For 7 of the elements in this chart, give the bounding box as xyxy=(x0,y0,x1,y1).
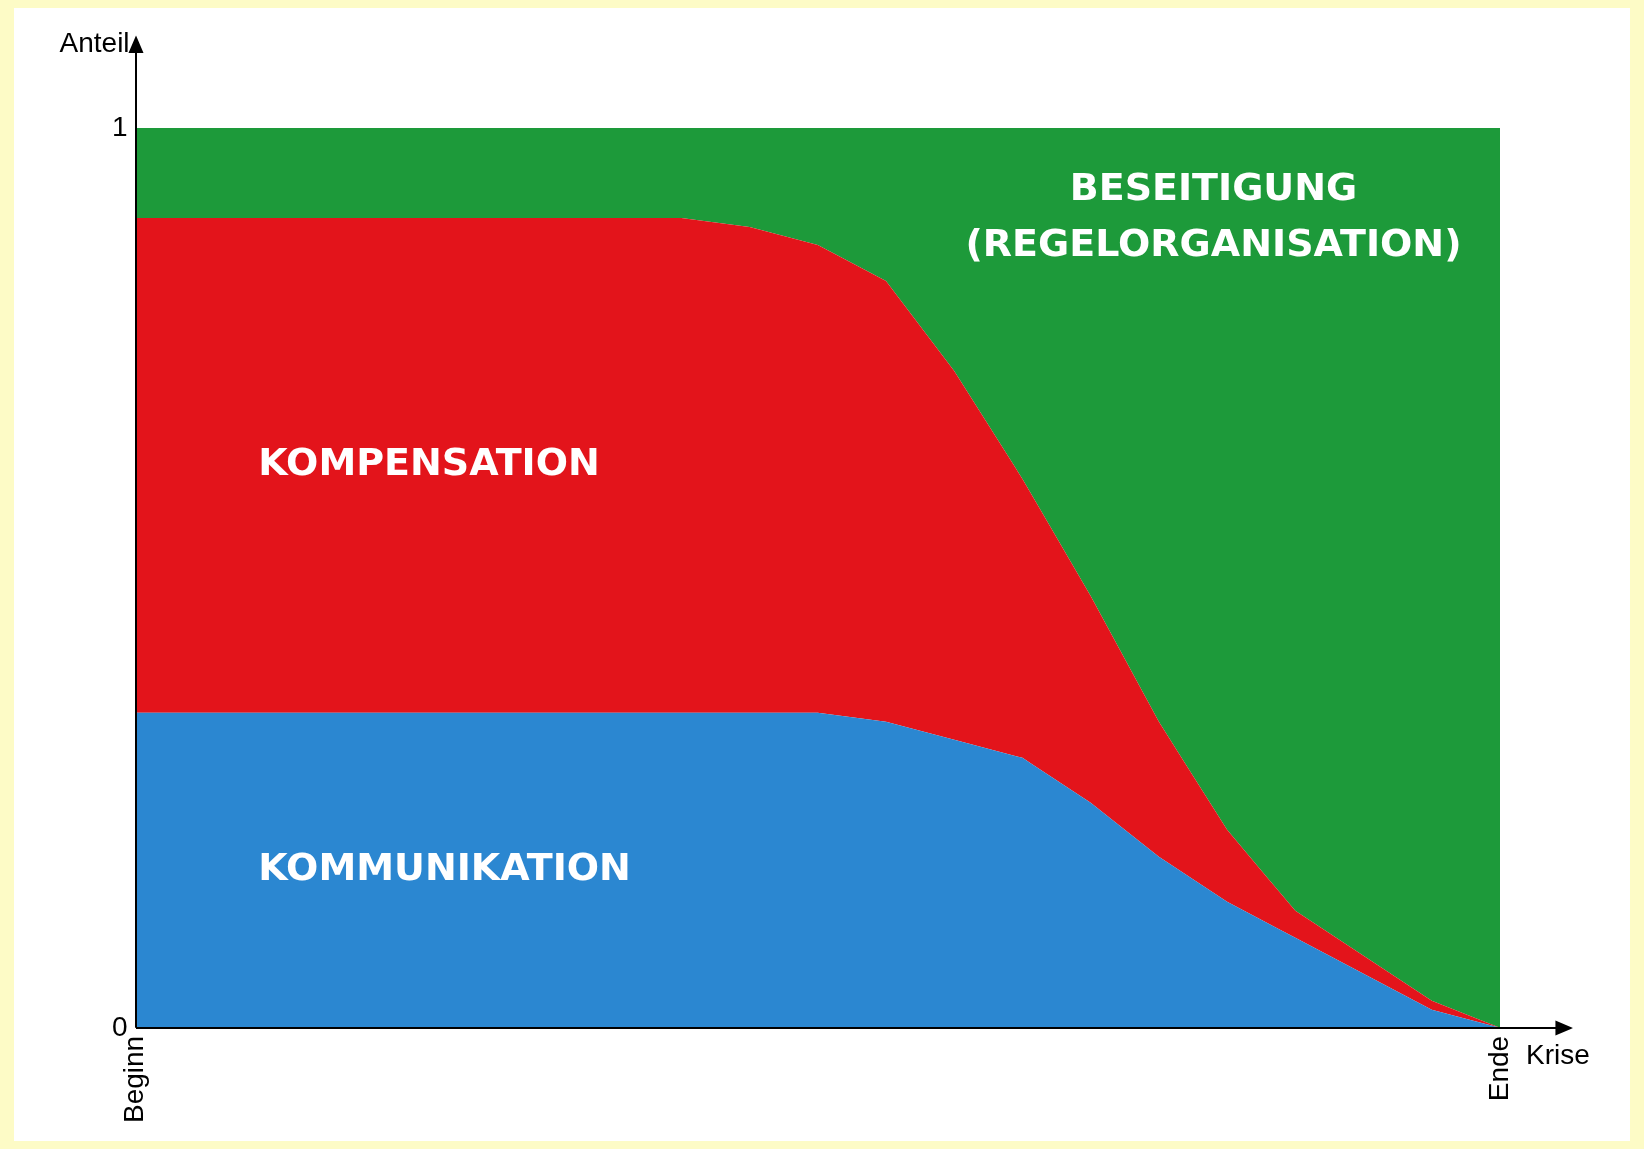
y-tick-label: 1 xyxy=(111,110,128,142)
series-label: KOMMUNIKATION xyxy=(258,845,631,890)
x-axis-title: Krise xyxy=(1526,1038,1590,1070)
series-label: BESEITIGUNG (REGELORGANISATION) xyxy=(965,164,1462,265)
series-label: KOMPENSATION xyxy=(258,440,600,485)
x-tick-label: Ende xyxy=(1482,1035,1514,1102)
y-axis-title: Anteil xyxy=(59,26,130,58)
